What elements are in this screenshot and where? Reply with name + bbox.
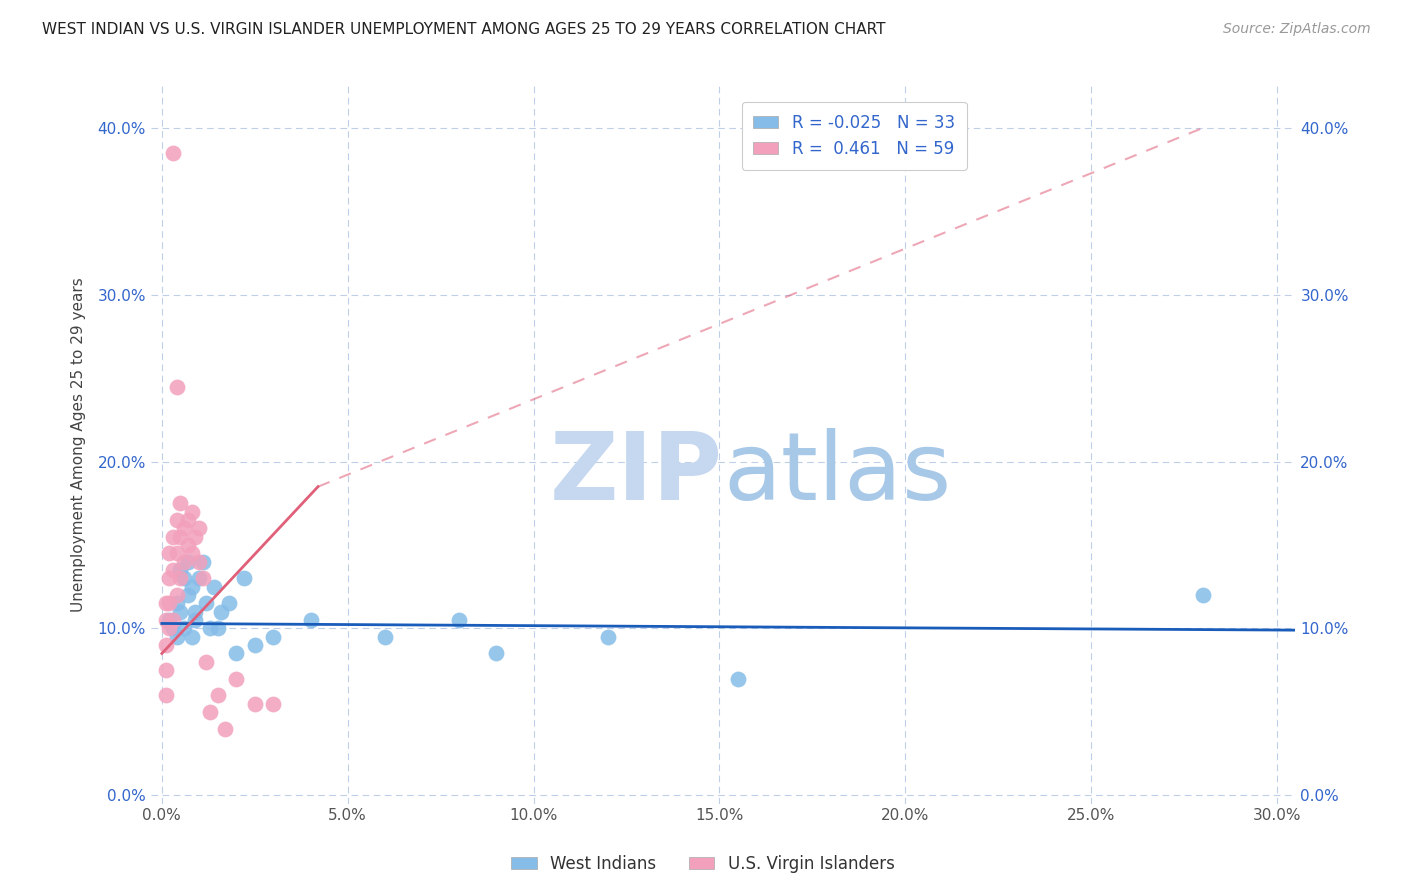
Y-axis label: Unemployment Among Ages 25 to 29 years: Unemployment Among Ages 25 to 29 years [72, 277, 86, 613]
Point [155, 638, 177, 652]
Point [1191, 588, 1213, 602]
Point [177, 555, 200, 569]
Point [184, 605, 207, 619]
Point [169, 571, 191, 585]
Point [169, 605, 191, 619]
Point [188, 521, 211, 535]
Point [225, 672, 247, 686]
Point [166, 513, 188, 527]
Text: atlas: atlas [723, 427, 952, 520]
Point [169, 530, 191, 544]
Legend: R = -0.025   N = 33, R =  0.461   N = 59: R = -0.025 N = 33, R = 0.461 N = 59 [742, 102, 966, 169]
Point [262, 697, 284, 711]
Point [198, 622, 221, 636]
Point [166, 630, 188, 644]
Point [162, 622, 184, 636]
Point [596, 630, 619, 644]
Point [207, 688, 229, 702]
Point [173, 622, 195, 636]
Point [166, 379, 188, 393]
Point [157, 613, 180, 627]
Point [218, 597, 240, 611]
Point [207, 622, 229, 636]
Point [195, 597, 218, 611]
Point [727, 672, 749, 686]
Text: WEST INDIAN VS U.S. VIRGIN ISLANDER UNEMPLOYMENT AMONG AGES 25 TO 29 YEARS CORRE: WEST INDIAN VS U.S. VIRGIN ISLANDER UNEM… [42, 22, 886, 37]
Point [184, 613, 207, 627]
Point [214, 722, 236, 736]
Point [195, 655, 218, 669]
Text: Source: ZipAtlas.com: Source: ZipAtlas.com [1223, 22, 1371, 37]
Legend: West Indians, U.S. Virgin Islanders: West Indians, U.S. Virgin Islanders [505, 848, 901, 880]
Point [191, 571, 214, 585]
Point [243, 697, 266, 711]
Point [180, 505, 202, 519]
Point [157, 571, 180, 585]
Point [166, 546, 188, 560]
Point [162, 613, 184, 627]
Point [173, 521, 195, 535]
Point [173, 571, 195, 585]
Point [180, 546, 202, 560]
Point [188, 571, 211, 585]
Point [243, 638, 266, 652]
Point [155, 663, 177, 677]
Point [262, 630, 284, 644]
Point [162, 146, 184, 161]
Point [155, 597, 177, 611]
Point [177, 588, 200, 602]
Point [157, 622, 180, 636]
Point [209, 605, 232, 619]
Point [180, 630, 202, 644]
Point [155, 688, 177, 702]
Point [157, 597, 180, 611]
Point [191, 555, 214, 569]
Point [155, 613, 177, 627]
Point [449, 613, 471, 627]
Point [485, 647, 508, 661]
Text: ZIP: ZIP [550, 427, 723, 520]
Point [166, 597, 188, 611]
Point [177, 513, 200, 527]
Point [162, 530, 184, 544]
Point [198, 705, 221, 719]
Point [232, 571, 254, 585]
Point [202, 580, 225, 594]
Point [225, 647, 247, 661]
Point [169, 496, 191, 510]
Point [169, 563, 191, 577]
Point [374, 630, 396, 644]
Point [173, 555, 195, 569]
Point [188, 555, 211, 569]
Point [177, 538, 200, 552]
Point [180, 580, 202, 594]
Point [299, 613, 322, 627]
Point [157, 546, 180, 560]
Point [162, 563, 184, 577]
Point [184, 530, 207, 544]
Point [166, 588, 188, 602]
